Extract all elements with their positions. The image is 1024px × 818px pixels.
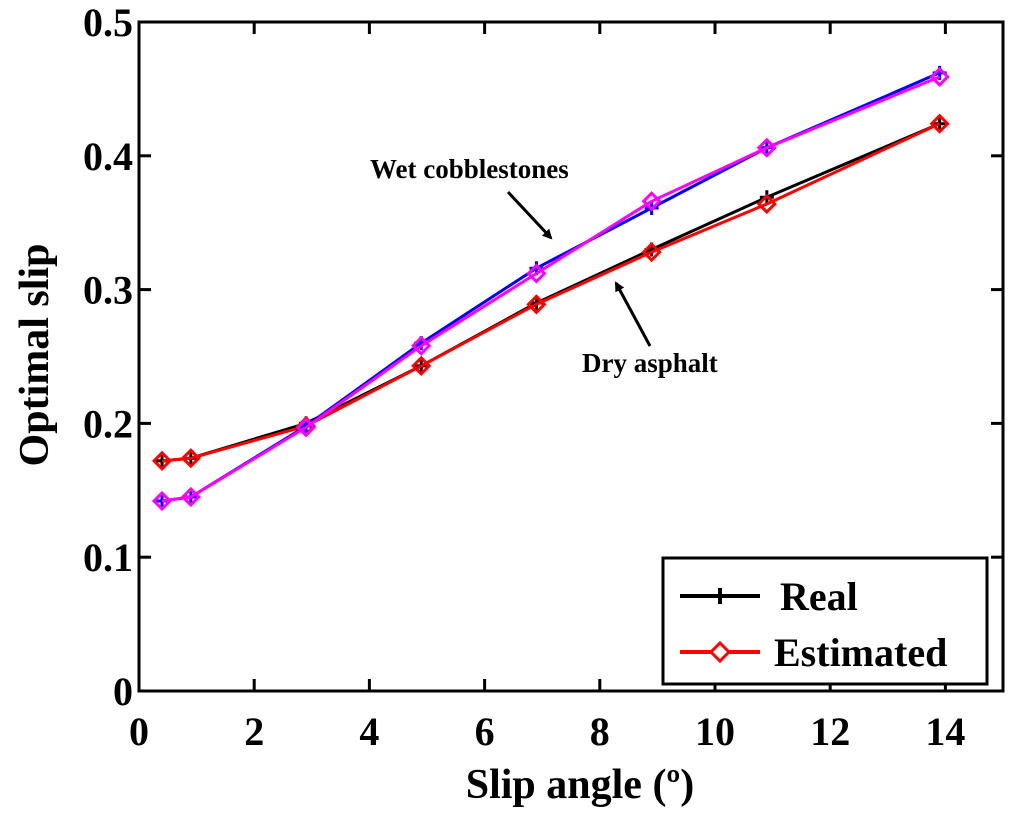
x-tick-label: 2: [244, 709, 264, 754]
x-axis-title: Slip angle (º): [466, 762, 695, 808]
annotation-wet-cobblestones: Wet cobblestones: [370, 154, 569, 184]
x-tick-label: 10: [695, 709, 735, 754]
annotation-dry-asphalt: Dry asphalt: [582, 348, 718, 378]
x-tick-label: 6: [475, 709, 495, 754]
x-tick-label: 14: [925, 709, 965, 754]
legend: Real Estimated: [663, 558, 987, 684]
y-tick-label: 0.4: [83, 134, 133, 179]
y-tick-label: 0.5: [83, 0, 133, 45]
x-tick-label: 4: [359, 709, 379, 754]
y-axis-title: Optimal slip: [12, 244, 58, 467]
y-tick-label: 0.2: [83, 401, 133, 446]
legend-label-estimated: Estimated: [774, 630, 947, 675]
x-tick-label: 8: [590, 709, 610, 754]
x-tick-label: 12: [810, 709, 850, 754]
x-tick-label: 0: [129, 709, 149, 754]
y-tick-label: 0.1: [83, 535, 133, 580]
legend-label-real: Real: [780, 574, 858, 619]
y-tick-label: 0.3: [83, 268, 133, 313]
chart: 0 0.1 0.2 0.3 0.4 0.5 0 2 4 6 8 10 12 14 Slip angle …: [0, 0, 1024, 818]
y-tick-label: 0: [113, 669, 133, 714]
